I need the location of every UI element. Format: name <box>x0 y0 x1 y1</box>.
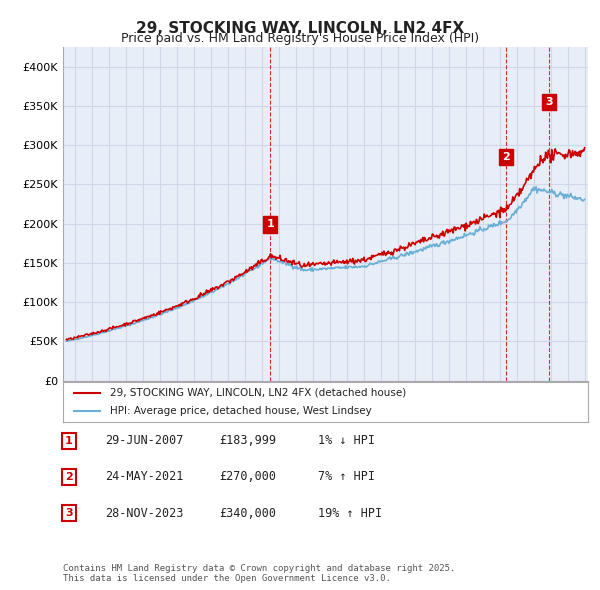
Text: 29-JUN-2007: 29-JUN-2007 <box>105 434 184 447</box>
Text: 7% ↑ HPI: 7% ↑ HPI <box>318 470 375 483</box>
Text: Price paid vs. HM Land Registry's House Price Index (HPI): Price paid vs. HM Land Registry's House … <box>121 32 479 45</box>
Text: 29, STOCKING WAY, LINCOLN, LN2 4FX: 29, STOCKING WAY, LINCOLN, LN2 4FX <box>136 21 464 35</box>
Text: 1% ↓ HPI: 1% ↓ HPI <box>318 434 375 447</box>
Text: HPI: Average price, detached house, West Lindsey: HPI: Average price, detached house, West… <box>110 405 372 415</box>
Text: 1: 1 <box>65 436 73 445</box>
Text: 2: 2 <box>502 152 510 162</box>
Text: 24-MAY-2021: 24-MAY-2021 <box>105 470 184 483</box>
Text: Contains HM Land Registry data © Crown copyright and database right 2025.
This d: Contains HM Land Registry data © Crown c… <box>63 563 455 583</box>
Text: 3: 3 <box>545 97 553 107</box>
Text: 29, STOCKING WAY, LINCOLN, LN2 4FX (detached house): 29, STOCKING WAY, LINCOLN, LN2 4FX (deta… <box>110 388 407 398</box>
Text: 19% ↑ HPI: 19% ↑ HPI <box>318 507 382 520</box>
Text: £340,000: £340,000 <box>219 507 276 520</box>
Text: £270,000: £270,000 <box>219 470 276 483</box>
Text: £183,999: £183,999 <box>219 434 276 447</box>
Text: 3: 3 <box>65 509 73 518</box>
Text: 28-NOV-2023: 28-NOV-2023 <box>105 507 184 520</box>
Text: 1: 1 <box>266 219 274 230</box>
Text: 2: 2 <box>65 472 73 481</box>
